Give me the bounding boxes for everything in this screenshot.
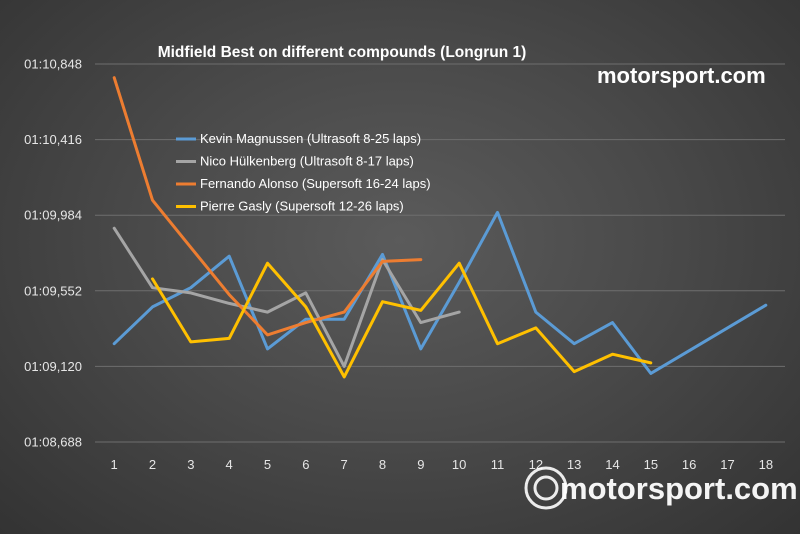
legend-label: Fernando Alonso (Supersoft 16-24 laps) (200, 176, 431, 191)
x-tick-label: 1 (111, 457, 118, 472)
x-tick-label: 18 (759, 457, 773, 472)
y-tick-label: 01:09,984 (24, 208, 82, 223)
legend-label: Pierre Gasly (Supersoft 12-26 laps) (200, 199, 404, 214)
series-line-4 (151, 261, 653, 379)
series-line-1 (112, 210, 768, 375)
y-tick-label: 01:08,688 (24, 435, 82, 450)
legend: Kevin Magnussen (Ultrasoft 8-25 laps) Nic… (176, 131, 431, 214)
legend-label: Nico Hülkenberg (Ultrasoft 8-17 laps) (200, 154, 414, 169)
x-tick-label: 3 (187, 457, 194, 472)
y-axis-ticks: 01:10,848 01:10,416 01:09,984 01:09,552 01:0… (24, 57, 82, 450)
series-line-3 (112, 76, 423, 337)
motorsport-watermark: motorsport.com (524, 466, 798, 510)
x-tick-label: 6 (302, 457, 309, 472)
x-tick-label: 14 (605, 457, 619, 472)
x-tick-label: 5 (264, 457, 271, 472)
gridlines (95, 63, 785, 443)
chart-title: Midfield Best on different compounds (Lo… (158, 44, 527, 61)
y-tick-label: 01:09,120 (24, 359, 82, 374)
x-tick-label: 16 (682, 457, 696, 472)
motorsport-logo-top: motorsport.com (597, 63, 766, 88)
x-tick-label: 2 (149, 457, 156, 472)
x-tick-label: 17 (720, 457, 734, 472)
watermark-circle-icon (524, 466, 568, 510)
watermark-inner-circle-icon (533, 475, 559, 501)
series-line-2 (112, 226, 461, 368)
x-tick-label: 4 (226, 457, 233, 472)
y-tick-label: 01:10,848 (24, 57, 82, 72)
x-tick-label: 8 (379, 457, 386, 472)
series-lines (112, 76, 768, 379)
x-axis-ticks: 1 2 3 4 5 6 7 8 9 10 11 12 13 14 15 16 17 18 (111, 457, 774, 472)
x-tick-label: 9 (417, 457, 424, 472)
y-tick-label: 01:10,416 (24, 132, 82, 147)
x-tick-label: 11 (491, 457, 505, 472)
legend-label: Kevin Magnussen (Ultrasoft 8-25 laps) (200, 131, 421, 146)
x-tick-label: 13 (567, 457, 581, 472)
x-tick-label: 15 (644, 457, 658, 472)
logo-text-top: motorsport.com (597, 63, 766, 88)
y-tick-label: 01:09,552 (24, 283, 82, 298)
logo-text-bottom: motorsport.com (560, 471, 798, 506)
x-tick-label: 10 (452, 457, 466, 472)
x-tick-label: 7 (341, 457, 348, 472)
